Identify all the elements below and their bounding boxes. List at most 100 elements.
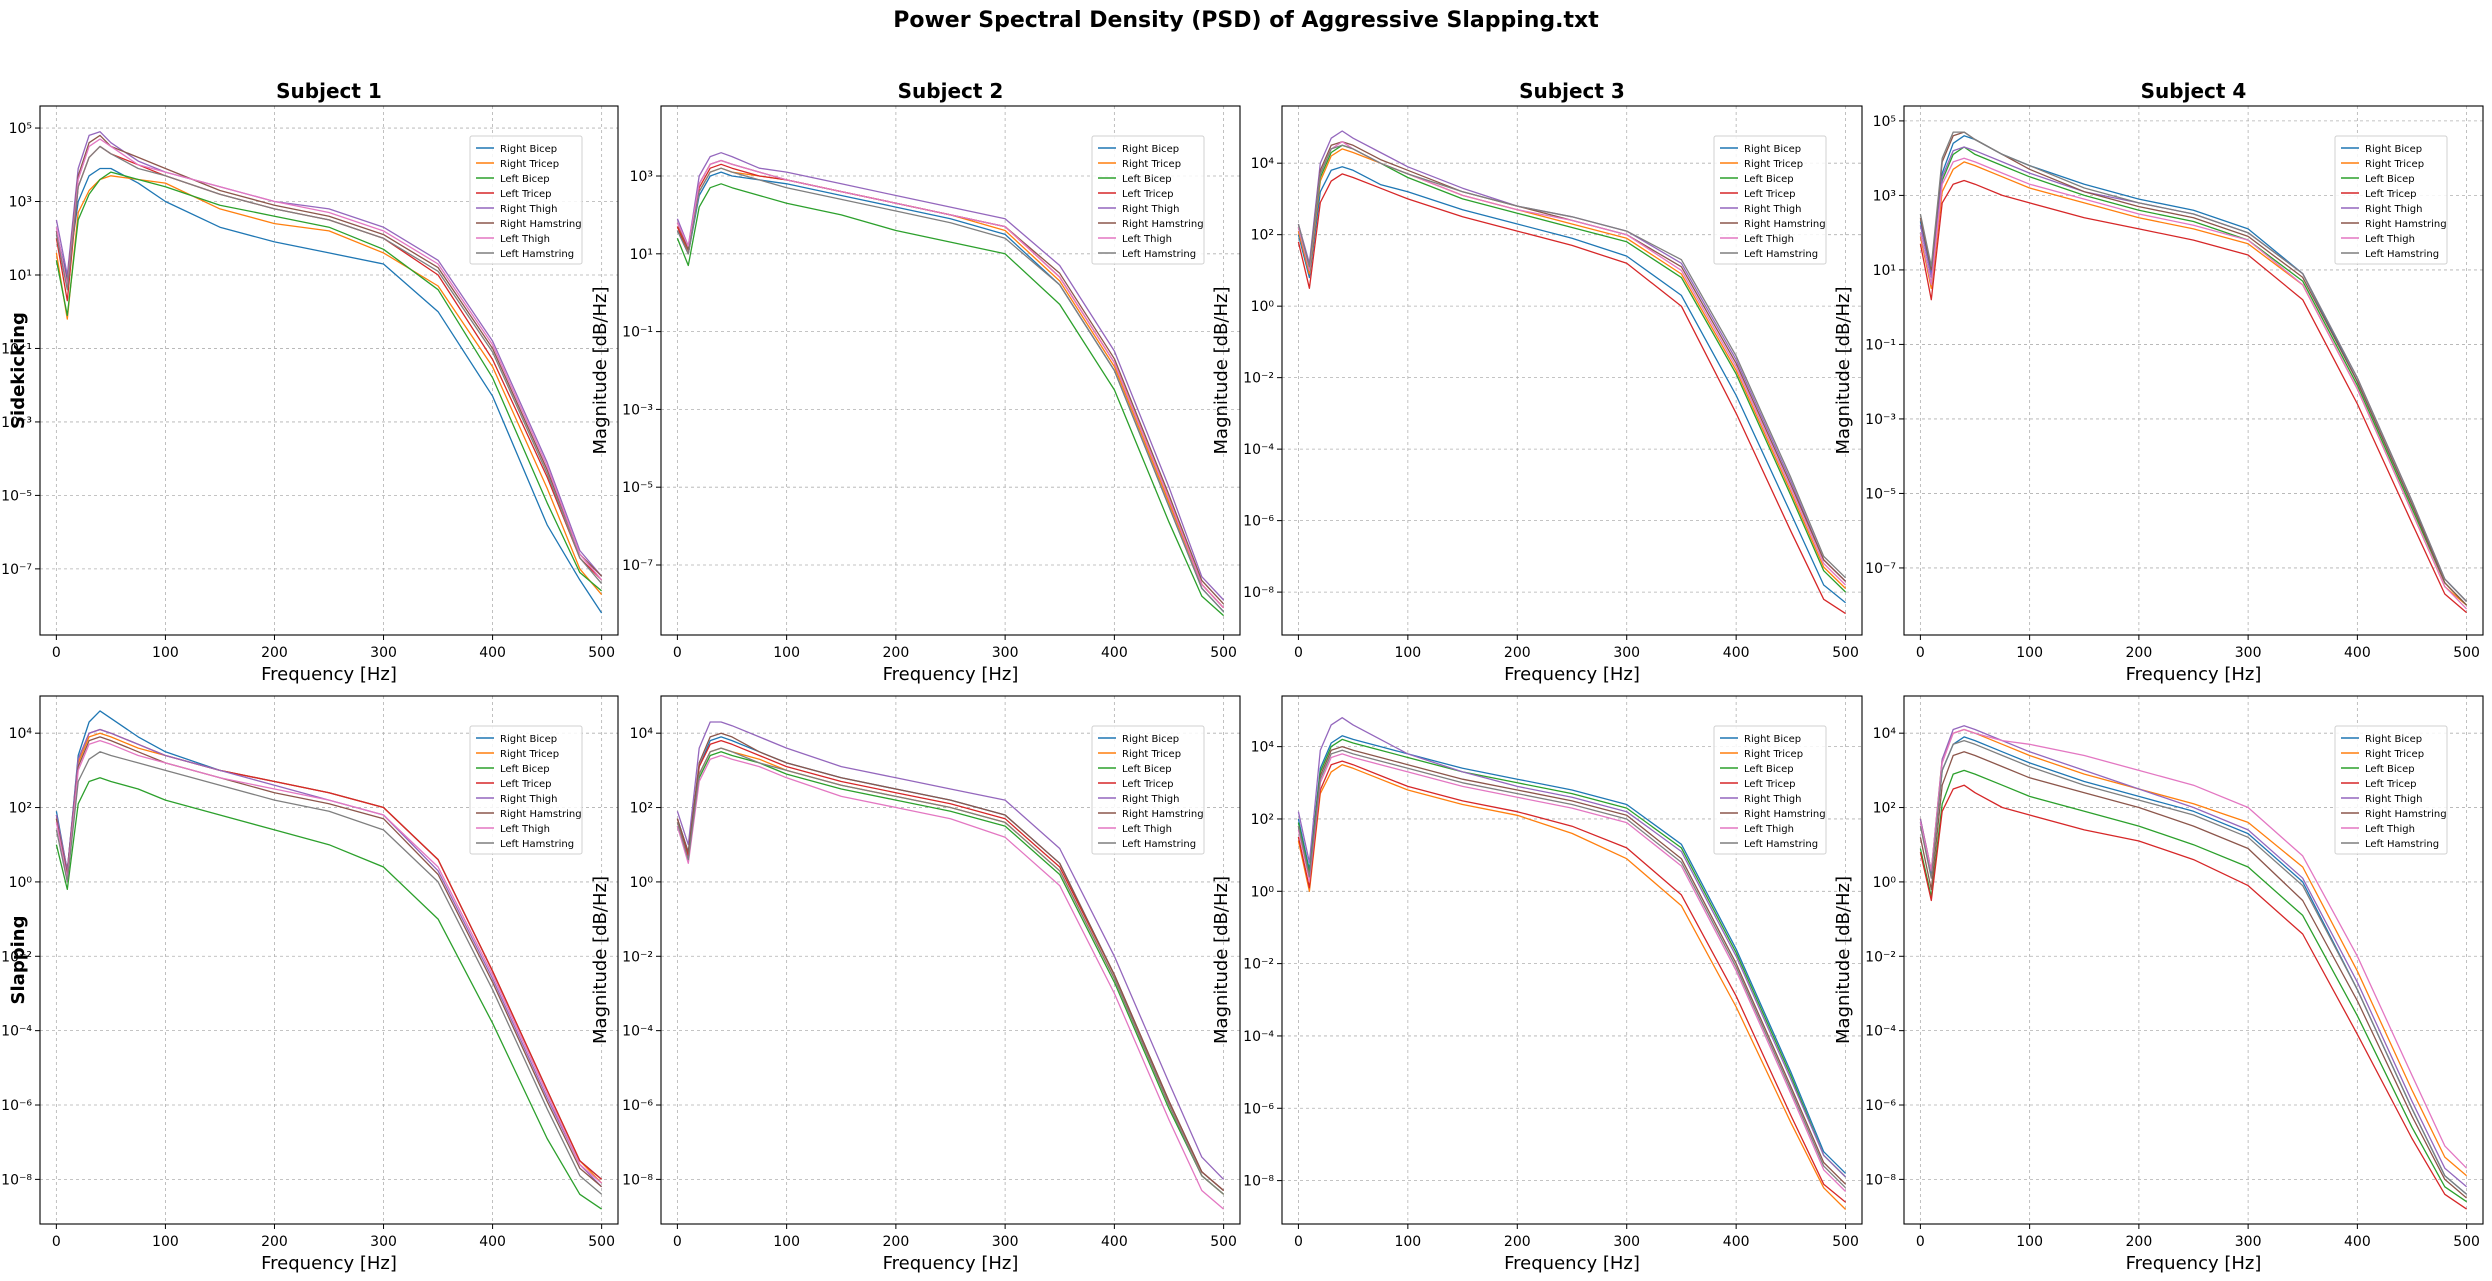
legend-entry: Left Bicep bbox=[1744, 174, 1794, 185]
x-tick-label: 100 bbox=[152, 645, 179, 661]
legend-entry: Right Tricep bbox=[1122, 159, 1181, 170]
y-tick-label: 10⁻² bbox=[622, 949, 653, 965]
legend-entry: Right Thigh bbox=[2365, 204, 2422, 215]
y-tick-label: 10⁻² bbox=[1243, 957, 1274, 973]
legend-entry: Left Hamstring bbox=[500, 839, 574, 850]
series-line-right-hamstring bbox=[1919, 751, 2468, 1199]
legend-entry: Right Bicep bbox=[1122, 144, 1179, 155]
grid-lines bbox=[1282, 106, 1862, 635]
y-tick-label: 10⁻⁷ bbox=[1, 562, 32, 578]
y-axis-label: Magnitude [dB/Hz] bbox=[1211, 287, 1232, 455]
axes-frame bbox=[1903, 105, 2484, 636]
x-tick-label: 200 bbox=[261, 645, 288, 661]
legend-entry: Left Tricep bbox=[1122, 189, 1174, 200]
y-tick-label: 10⁰ bbox=[1251, 299, 1275, 315]
legend-entry: Right Tricep bbox=[500, 159, 559, 170]
series-line-left-hamstring bbox=[1919, 739, 2468, 1195]
series-line-right-bicep bbox=[55, 167, 603, 614]
series-line-right-hamstring bbox=[1297, 745, 1847, 1185]
legend: Right Bicep Right Tricep Left Bicep Left Tr… bbox=[1091, 725, 1205, 855]
y-tick-label: 10⁰ bbox=[1873, 875, 1897, 891]
y-tick-label: 10¹ bbox=[1873, 263, 1896, 279]
x-tick-label: 200 bbox=[883, 1234, 910, 1250]
x-tick-label: 400 bbox=[1723, 1234, 1750, 1250]
axes-frame bbox=[1281, 695, 1863, 1225]
legend-entry: Left Tricep bbox=[1744, 779, 1796, 790]
subplot-r0c2: 0 100 200 300 400 500 10⁴ 10² 10⁰ 10⁻² 10⁻⁴ 10⁻⁶ 10⁻… bbox=[1211, 79, 1863, 685]
x-tick-label: 400 bbox=[2344, 645, 2371, 661]
legend-entry: Left Hamstring bbox=[2365, 249, 2439, 260]
subplot-r0c3: 0 100 200 300 400 500 10⁵ 10³ 10¹ 10⁻¹ 10⁻³ 10⁻⁵ 10⁻… bbox=[1833, 79, 2484, 685]
x-tick-label: 500 bbox=[1832, 645, 1859, 661]
subplot-r1c0: 0 100 200 300 400 500 10⁴ 10² 10⁰ 10⁻² 10⁻⁴ 10⁻⁶ 10⁻… bbox=[1, 695, 619, 1274]
series-line-left-hamstring bbox=[676, 747, 1225, 1195]
y-tick-label: 10⁵ bbox=[1873, 114, 1896, 130]
series-line-right-thigh bbox=[676, 721, 1225, 1180]
y-tick-label: 10¹ bbox=[630, 247, 653, 263]
series-line-left-hamstring bbox=[55, 751, 603, 1195]
legend-entry: Right Hamstring bbox=[2365, 219, 2447, 230]
legend-entry: Left Hamstring bbox=[1744, 839, 1818, 850]
legend-entry: Left Bicep bbox=[500, 174, 550, 185]
legend-box bbox=[1713, 725, 1827, 855]
x-axis-label: Frequency [Hz] bbox=[883, 664, 1019, 685]
legend-entry: Right Thigh bbox=[2365, 794, 2422, 805]
y-axis-label: Magnitude [dB/Hz] bbox=[1833, 876, 1854, 1044]
row-label: Slapping bbox=[8, 916, 29, 1005]
x-tick-label: 100 bbox=[773, 1234, 800, 1250]
legend-entry: Left Bicep bbox=[500, 764, 550, 775]
subplot-title: Subject 1 bbox=[276, 79, 382, 103]
series-line-left-tricep bbox=[1297, 760, 1847, 1203]
y-tick-label: 10⁰ bbox=[630, 875, 654, 891]
legend-entry: Right Hamstring bbox=[2365, 809, 2447, 820]
series-line-left-bicep bbox=[676, 183, 1225, 617]
y-tick-label: 10⁻¹ bbox=[622, 325, 653, 341]
legend-entry: Right Tricep bbox=[1744, 159, 1803, 170]
legend-entry: Left Bicep bbox=[2365, 174, 2415, 185]
legend-entry: Right Bicep bbox=[1744, 734, 1801, 745]
series-line-left-tricep bbox=[1919, 179, 2468, 614]
x-tick-label: 0 bbox=[1294, 645, 1303, 661]
y-tick-label: 10⁻⁶ bbox=[1, 1098, 32, 1114]
y-tick-label: 10⁴ bbox=[9, 726, 33, 742]
legend-entry: Right Tricep bbox=[1122, 749, 1181, 760]
y-axis-label: Magnitude [dB/Hz] bbox=[590, 287, 611, 455]
x-tick-label: 100 bbox=[2016, 1234, 2043, 1250]
x-tick-label: 100 bbox=[1394, 1234, 1421, 1250]
series-line-left-bicep bbox=[55, 777, 602, 1210]
legend-entry: Left Bicep bbox=[1744, 764, 1794, 775]
legend-entry: Left Tricep bbox=[1122, 779, 1174, 790]
row-label: Sidekicking bbox=[8, 312, 29, 429]
legend-entry: Right Bicep bbox=[1744, 144, 1801, 155]
subplot-r0c0: 0 100 200 300 400 500 10⁵ 10³ 10¹ 10⁻¹ 10⁻³ 10⁻⁵ 10⁻… bbox=[1, 79, 619, 685]
legend-entry: Right Bicep bbox=[2365, 734, 2422, 745]
legend: Right Bicep Right Tricep Left Bicep Left Tr… bbox=[2334, 135, 2448, 265]
series-line-left-hamstring bbox=[1297, 749, 1847, 1189]
legend-box bbox=[2334, 135, 2448, 265]
x-tick-label: 500 bbox=[1832, 1234, 1859, 1250]
axes-frame bbox=[1281, 105, 1863, 636]
y-tick-label: 10³ bbox=[630, 169, 653, 185]
x-tick-label: 200 bbox=[1504, 645, 1531, 661]
y-tick-label: 10² bbox=[1251, 812, 1274, 828]
x-tick-label: 300 bbox=[1613, 645, 1640, 661]
y-tick-label: 10² bbox=[1873, 801, 1896, 817]
y-tick-label: 10⁰ bbox=[1251, 884, 1275, 900]
y-tick-label: 10³ bbox=[9, 195, 32, 211]
legend-entry: Left Thigh bbox=[2365, 824, 2415, 835]
x-tick-label: 500 bbox=[588, 645, 615, 661]
legend-entry: Right Bicep bbox=[500, 734, 557, 745]
x-axis-label: Frequency [Hz] bbox=[261, 1253, 397, 1274]
y-tick-label: 10⁻² bbox=[1865, 949, 1896, 965]
legend-entry: Right Bicep bbox=[1122, 734, 1179, 745]
y-tick-label: 10⁻⁴ bbox=[1243, 1029, 1274, 1045]
legend-entry: Left Tricep bbox=[500, 779, 552, 790]
series-line-left-hamstring bbox=[55, 145, 603, 585]
series-line-left-thigh bbox=[55, 138, 603, 581]
axes-frame bbox=[39, 695, 619, 1225]
legend-box bbox=[2334, 725, 2448, 855]
legend: Right Bicep Right Tricep Left Bicep Left Tr… bbox=[469, 135, 583, 265]
x-tick-label: 500 bbox=[1210, 1234, 1237, 1250]
series-line-left-thigh bbox=[1919, 728, 2468, 1169]
